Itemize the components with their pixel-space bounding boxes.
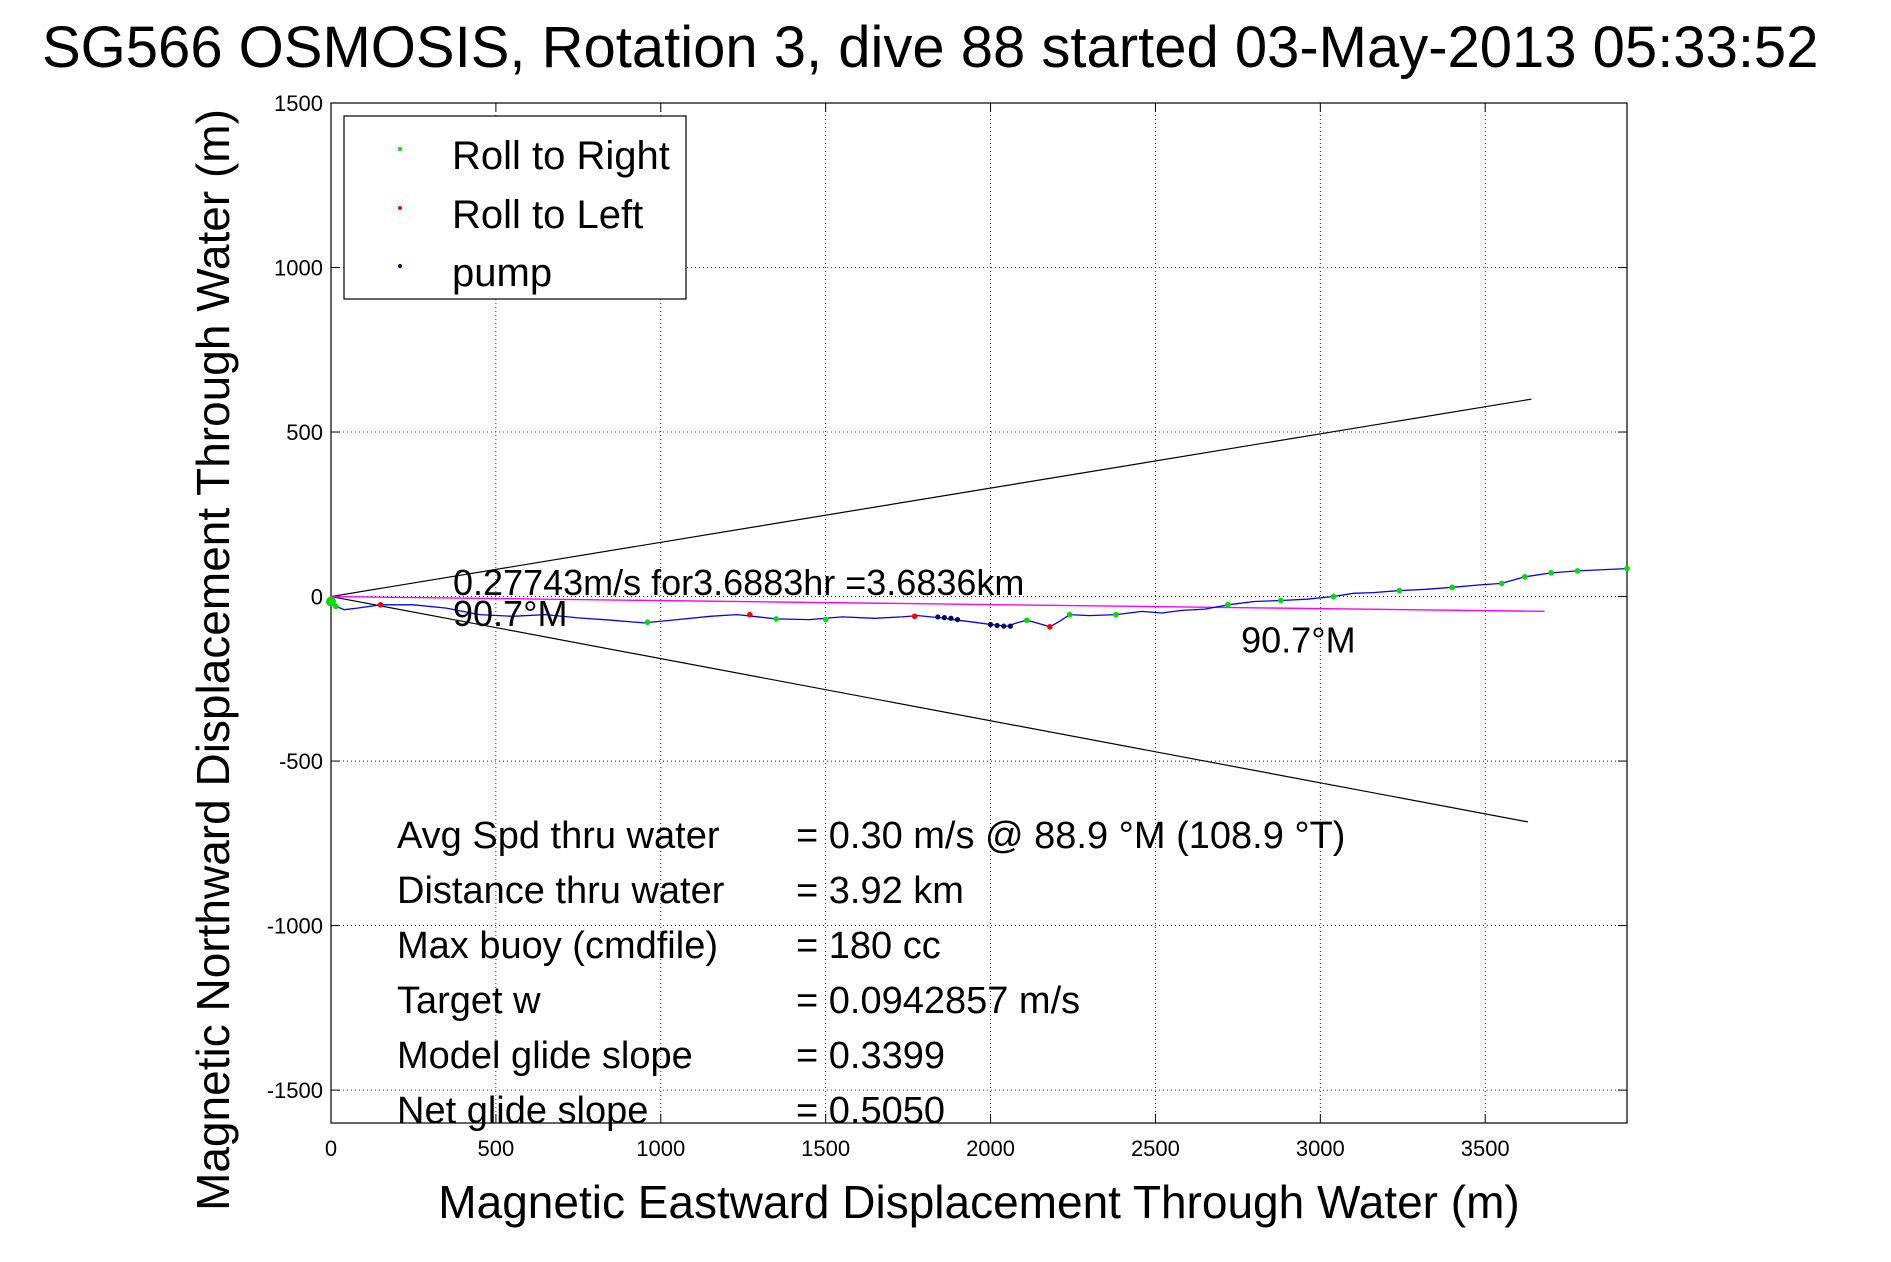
roll-left-point [911,613,918,620]
y-axis-label: Magnetic Northward Displacement Through … [187,109,239,1211]
track-line [330,567,1628,628]
cone-line [330,595,1529,823]
y-tick-label: 1500 [274,91,323,116]
y-tick-label: 1000 [274,256,323,281]
start-point [326,596,336,607]
pump-point [948,615,954,621]
stat-label: Avg Spd thru water [397,815,720,857]
stat-value: = 3.92 km [796,870,964,912]
plot-frame [330,102,1628,1124]
roll-right-point [1521,574,1528,580]
x-tick-label: 3000 [1296,1136,1345,1161]
chart-title: SG566 OSMOSIS, Rotation 3, dive 88 start… [42,15,1818,80]
roll-left-point [377,601,384,608]
roll-left-point [1047,624,1053,630]
y-tick-label: -1000 [267,914,323,939]
stat-label: Distance thru water [397,870,725,912]
pump-point [954,616,961,623]
stat-value: = 0.30 m/s @ 88.9 °M (108.9 °T) [796,815,1345,857]
x-tick-label: 1500 [801,1136,850,1161]
stat-value: = 0.5050 [796,1090,945,1132]
pump-point [1001,623,1007,629]
y-tick-label: -500 [279,749,323,774]
legend-label-roll-left: Roll to Left [452,193,643,237]
roll-right-point [1548,570,1554,576]
legend-label-roll-right: Roll to Right [452,134,670,178]
annotation-2: 90.7°M [1241,619,1355,660]
legend-marker-pump [398,264,402,268]
stat-label: Max buoy (cmdfile) [397,925,718,967]
x-tick-label: 3500 [1461,1136,1510,1161]
annotation-1: 90.7°M [453,593,567,634]
roll-right-point [1277,597,1284,604]
roll-right-point [1024,617,1030,624]
x-tick-label: 2000 [966,1136,1015,1161]
y-tick-label: 500 [286,420,323,445]
direct-course-line [330,595,1545,613]
stat-label: Target w [397,980,541,1022]
x-tick-label: 1000 [636,1136,685,1161]
legend-marker-roll-left [398,206,402,210]
cone-line [330,398,1532,598]
pump-point [994,622,1000,629]
roll-right-point [1624,565,1630,572]
roll-right-point [1449,584,1456,591]
y-tick-label: -1500 [267,1078,323,1103]
pump-point [935,614,941,620]
x-tick-label: 2500 [1131,1136,1180,1161]
roll-right-point [1574,568,1581,574]
stats-block: Avg Spd thru water = 0.30 m/s @ 88.9 °M (… [397,815,1345,1132]
stat-label: Net glide slope [397,1090,648,1132]
y-tick-label: 0 [311,585,323,610]
ticks: 0 500 1000 1500 2000 2500 3000 3500 -1500 -1000 -5… [267,91,1627,1161]
legend: Roll to Right Roll to Left pump [343,115,687,300]
legend-marker-roll-right [398,147,402,151]
x-tick-label: 500 [478,1136,515,1161]
legend-label-pump: pump [452,251,552,295]
pump-point [1007,623,1013,629]
roll-left-point [747,611,753,618]
roll-right-point [1330,593,1337,600]
roll-right-point [773,616,779,622]
roll-right-point [644,619,651,626]
stat-label: Model glide slope [397,1035,693,1077]
stat-value: = 180 cc [796,925,941,967]
roll-right-point [1066,611,1073,618]
roll-right-point [1396,587,1403,594]
x-axis-label: Magnetic Eastward Displacement Through W… [438,1176,1519,1228]
pump-point [987,621,994,628]
roll-right-point [333,603,339,610]
stat-value: = 0.3399 [796,1035,945,1077]
annotation-0: 0.27743m/s for3.6883hr =3.6836km [453,562,1024,603]
annotations: 0.27743m/s for3.6883hr =3.6836km90.7°M90… [453,562,1356,661]
x-tick-label: 0 [325,1136,337,1161]
roll-right-point [1113,611,1119,618]
pump-point [941,615,947,621]
roll-right-point [822,616,829,623]
stat-value: = 0.0942857 m/s [796,980,1080,1022]
roll-right-point [1225,601,1231,608]
roll-right-point [1498,580,1505,587]
data-layer [326,398,1630,823]
